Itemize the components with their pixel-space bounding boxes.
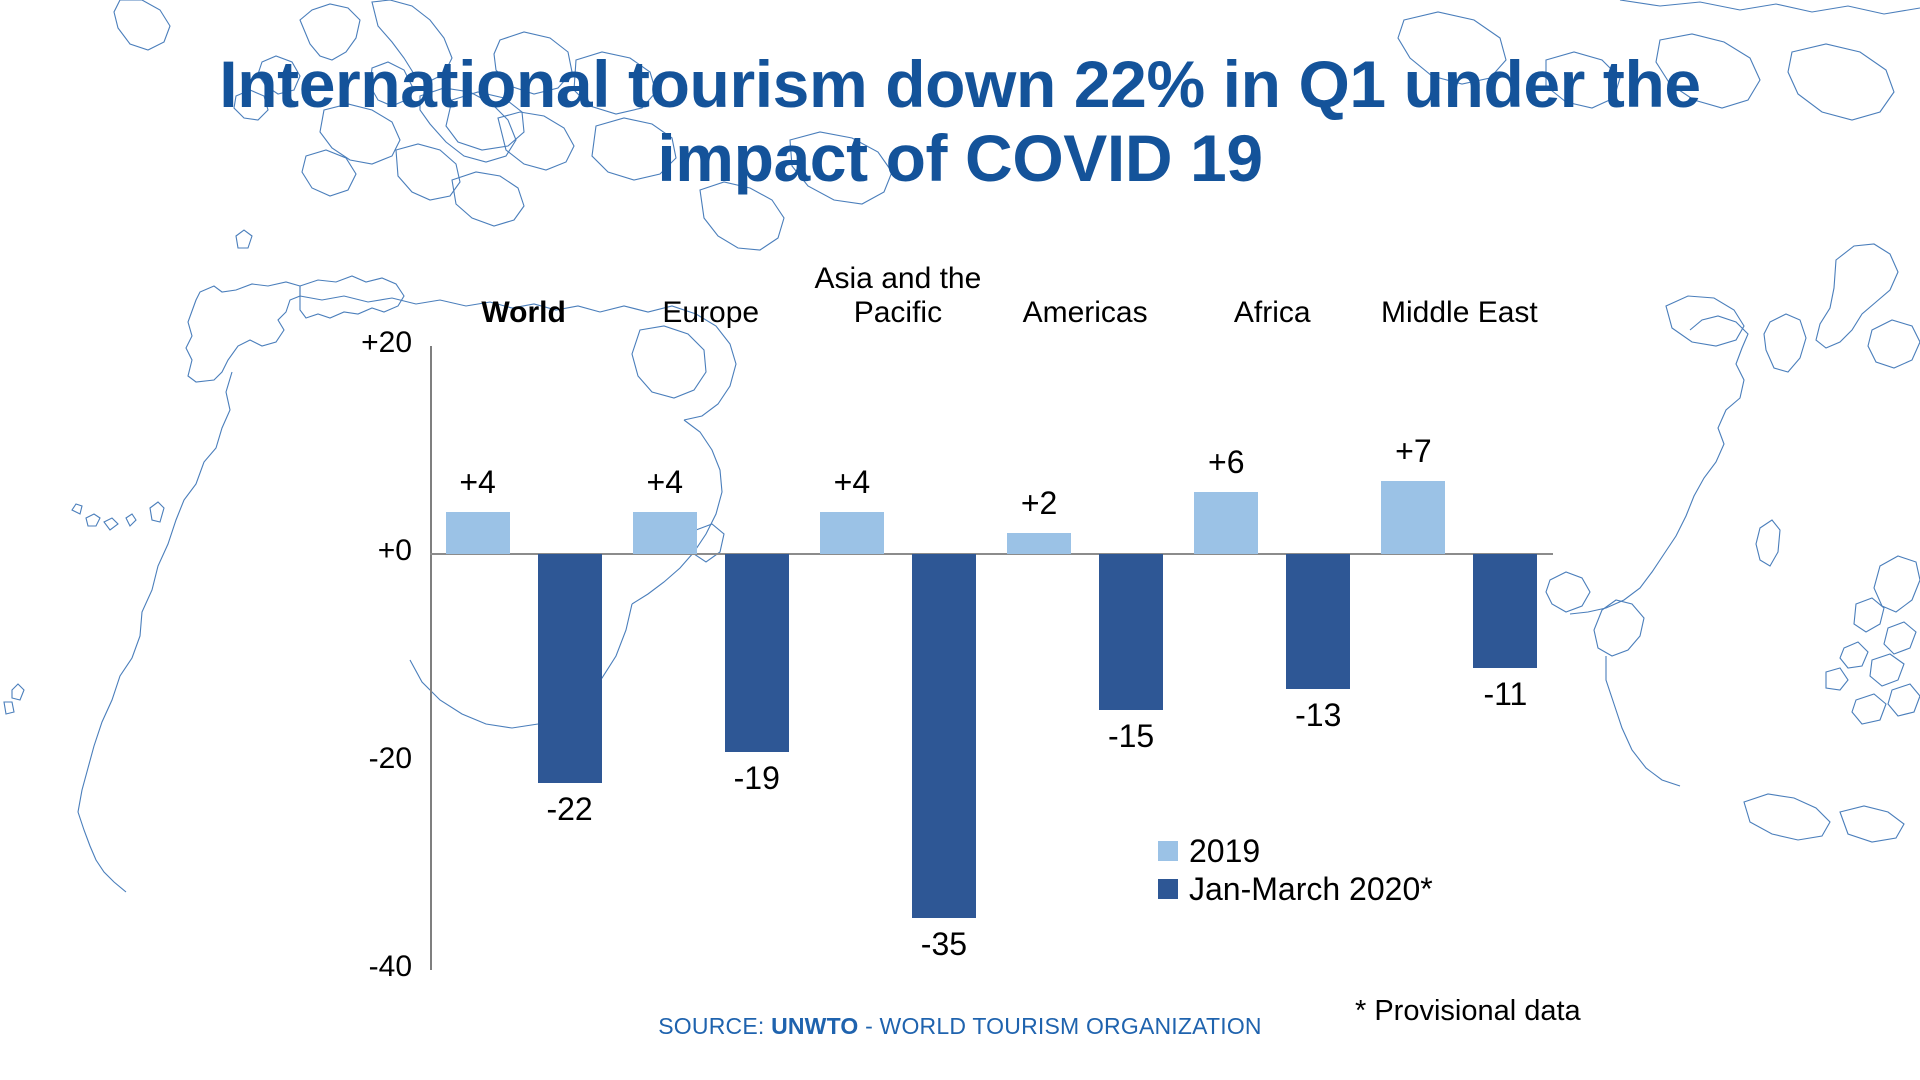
category-column: Middle East +7 -11 [1366, 0, 1553, 1080]
y-axis-tick-label: -20 [368, 742, 412, 775]
category-label-asia-and-the-pacific: Asia and the Pacific [804, 262, 991, 329]
category-label-line: Americas [1022, 296, 1148, 329]
category-label-middle-east: Middle East [1366, 296, 1553, 330]
source-label: SOURCE: [658, 1013, 765, 1039]
bar-2019-americas [1007, 533, 1072, 554]
bar-2019-world [445, 512, 510, 554]
bar-value-2019: +4 [459, 464, 496, 501]
chart-legend: 2019 Jan-March 2020* [1158, 832, 1433, 908]
y-axis-tick-label: +0 [377, 534, 412, 567]
category-label-line: Africa [1233, 296, 1311, 329]
legend-item-2019: 2019 [1158, 832, 1433, 870]
bar-value-2019: +6 [1208, 443, 1245, 480]
category-label-line: Pacific [853, 295, 943, 329]
legend-label-2020: Jan-March 2020* [1189, 870, 1433, 907]
category-label-line: World [481, 296, 566, 329]
category-label-americas: Americas [992, 296, 1179, 330]
category-label-world: World [430, 296, 617, 330]
bar-value-2020: -35 [920, 926, 968, 962]
bar-2020-africa [1286, 554, 1351, 690]
bar-value-2020: -22 [546, 790, 593, 827]
category-label-line: Europe [662, 296, 760, 329]
bar-value-2019: +7 [1395, 433, 1432, 470]
category-label-africa: Africa [1179, 296, 1366, 330]
bar-2019-asia-and-the-pacific [819, 512, 884, 554]
bar-value-2020: -13 [1295, 697, 1342, 734]
category-column: Americas +2 -15 [992, 0, 1179, 1080]
source-organization-abbr: UNWTO [771, 1013, 859, 1039]
bar-value-2020: -15 [1107, 718, 1155, 754]
category-column: Africa +6 -13 [1179, 0, 1366, 1080]
category-label-line: Asia and the [814, 262, 982, 295]
legend-swatch-2020 [1158, 879, 1178, 899]
category-label-europe: Europe [617, 296, 804, 330]
page-title: International tourism down 22% in Q1 und… [219, 47, 1701, 195]
bar-2019-middle-east [1381, 481, 1446, 554]
legend-item-2020: Jan-March 2020* [1158, 870, 1433, 908]
y-axis-tick-label: -40 [368, 950, 412, 983]
category-label-line: Middle East [1381, 296, 1538, 329]
source-organization-name: - WORLD TOURISM ORGANIZATION [865, 1013, 1262, 1039]
bar-value-2019: +2 [1020, 485, 1058, 522]
source-line: SOURCE: UNWTO - WORLD TOURISM ORGANIZATI… [0, 1013, 1920, 1040]
y-axis-tick-label: +20 [361, 326, 412, 359]
bar-value-2019: +4 [646, 464, 683, 501]
bar-2020-americas [1099, 554, 1164, 710]
bar-2020-asia-and-the-pacific [911, 554, 976, 918]
legend-label-2019: 2019 [1189, 832, 1261, 869]
bar-2019-europe [632, 512, 697, 554]
bar-2019-africa [1194, 491, 1259, 554]
zero-baseline [430, 553, 1553, 555]
category-column: Asia and the Pacific +4 -35 [804, 0, 991, 1080]
provisional-data-note: * Provisional data [1355, 995, 1581, 1027]
legend-swatch-2019 [1158, 841, 1178, 861]
bar-2020-world [537, 554, 602, 783]
bar-value-2020: -11 [1483, 676, 1528, 713]
bar-value-2020: -19 [733, 759, 780, 796]
bar-value-2019: +4 [833, 464, 871, 501]
bar-2020-middle-east [1473, 554, 1538, 669]
bar-2020-europe [724, 554, 789, 752]
